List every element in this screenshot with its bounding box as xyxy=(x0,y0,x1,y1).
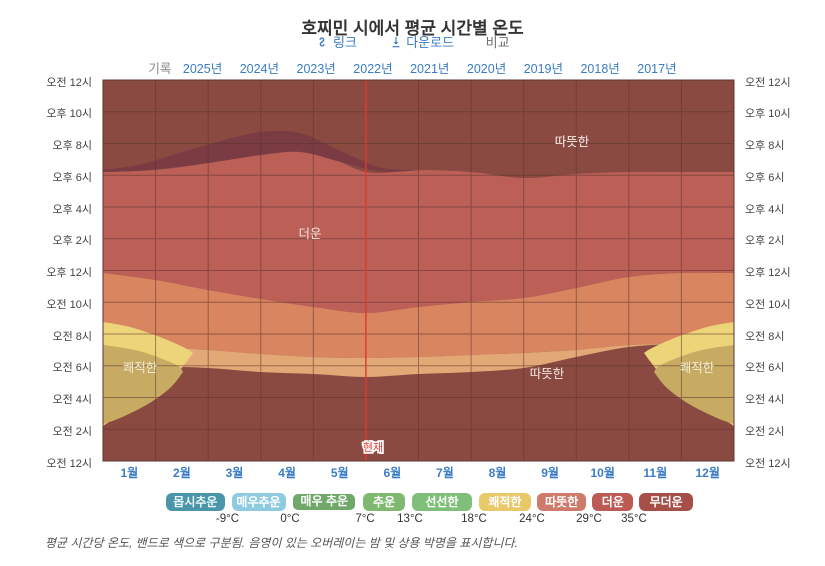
svg-text:쾌적한: 쾌적한 xyxy=(680,361,715,375)
svg-text:더운: 더운 xyxy=(298,227,321,241)
svg-text:따뜻한: 따뜻한 xyxy=(530,367,565,381)
svg-text:현재: 현재 xyxy=(363,441,383,454)
svg-text:따뜻한: 따뜻한 xyxy=(555,135,590,149)
svg-text:쾌적한: 쾌적한 xyxy=(123,361,158,375)
